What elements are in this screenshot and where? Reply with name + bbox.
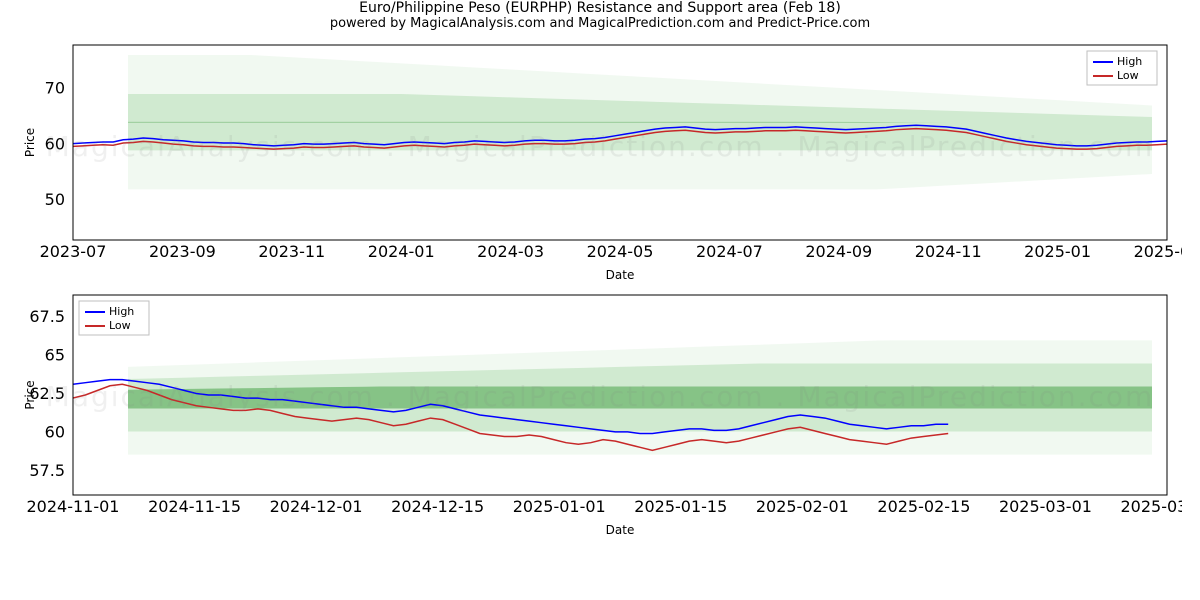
top-chart: MagicalAnalysis.com . MagicalPrediction.… bbox=[18, 35, 1182, 285]
svg-text:2025-03-01: 2025-03-01 bbox=[999, 497, 1092, 516]
svg-text:2024-07: 2024-07 bbox=[696, 242, 763, 261]
svg-text:60: 60 bbox=[45, 422, 65, 441]
svg-text:Low: Low bbox=[109, 319, 131, 332]
chart-title: Euro/Philippine Peso (EURPHP) Resistance… bbox=[0, 0, 1200, 16]
svg-text:2023-07: 2023-07 bbox=[40, 242, 107, 261]
svg-text:2024-01: 2024-01 bbox=[368, 242, 435, 261]
svg-text:70: 70 bbox=[45, 79, 65, 98]
bottom-chart: MagicalAnalysis.com . MagicalPrediction.… bbox=[18, 285, 1182, 540]
chart-subtitle: powered by MagicalAnalysis.com and Magic… bbox=[0, 16, 1200, 31]
svg-text:2025-01: 2025-01 bbox=[1024, 242, 1091, 261]
svg-text:2025-02-01: 2025-02-01 bbox=[756, 497, 849, 516]
svg-text:2024-03: 2024-03 bbox=[477, 242, 544, 261]
svg-text:2025-03: 2025-03 bbox=[1134, 242, 1182, 261]
svg-text:Date: Date bbox=[606, 523, 635, 537]
svg-text:2024-12-15: 2024-12-15 bbox=[391, 497, 484, 516]
svg-text:Price: Price bbox=[23, 380, 37, 409]
svg-text:2024-11: 2024-11 bbox=[915, 242, 982, 261]
bottom-chart-svg: 57.56062.56567.5Price2024-11-012024-11-1… bbox=[18, 285, 1182, 540]
svg-text:High: High bbox=[109, 305, 134, 318]
svg-text:57.5: 57.5 bbox=[29, 461, 65, 480]
svg-text:50: 50 bbox=[45, 190, 65, 209]
svg-text:2023-09: 2023-09 bbox=[149, 242, 216, 261]
svg-text:2025-03-15: 2025-03-15 bbox=[1121, 497, 1182, 516]
svg-text:2024-09: 2024-09 bbox=[805, 242, 872, 261]
svg-text:2024-11-15: 2024-11-15 bbox=[148, 497, 241, 516]
svg-text:Low: Low bbox=[1117, 69, 1139, 82]
svg-text:High: High bbox=[1117, 55, 1142, 68]
svg-text:Price: Price bbox=[23, 128, 37, 157]
svg-text:65: 65 bbox=[45, 346, 65, 365]
svg-text:2025-01-15: 2025-01-15 bbox=[634, 497, 727, 516]
svg-text:2024-05: 2024-05 bbox=[587, 242, 654, 261]
svg-text:Date: Date bbox=[606, 268, 635, 282]
svg-text:2023-11: 2023-11 bbox=[258, 242, 325, 261]
svg-text:2024-11-01: 2024-11-01 bbox=[27, 497, 120, 516]
svg-text:2025-01-01: 2025-01-01 bbox=[513, 497, 606, 516]
top-chart-svg: 50 60 70 Price 2023-07 2023-09 2023-11 2024-01 2… bbox=[18, 35, 1182, 285]
svg-text:2025-02-15: 2025-02-15 bbox=[877, 497, 970, 516]
svg-text:2024-12-01: 2024-12-01 bbox=[270, 497, 363, 516]
svg-text:67.5: 67.5 bbox=[29, 307, 65, 326]
svg-text:60: 60 bbox=[45, 134, 65, 153]
